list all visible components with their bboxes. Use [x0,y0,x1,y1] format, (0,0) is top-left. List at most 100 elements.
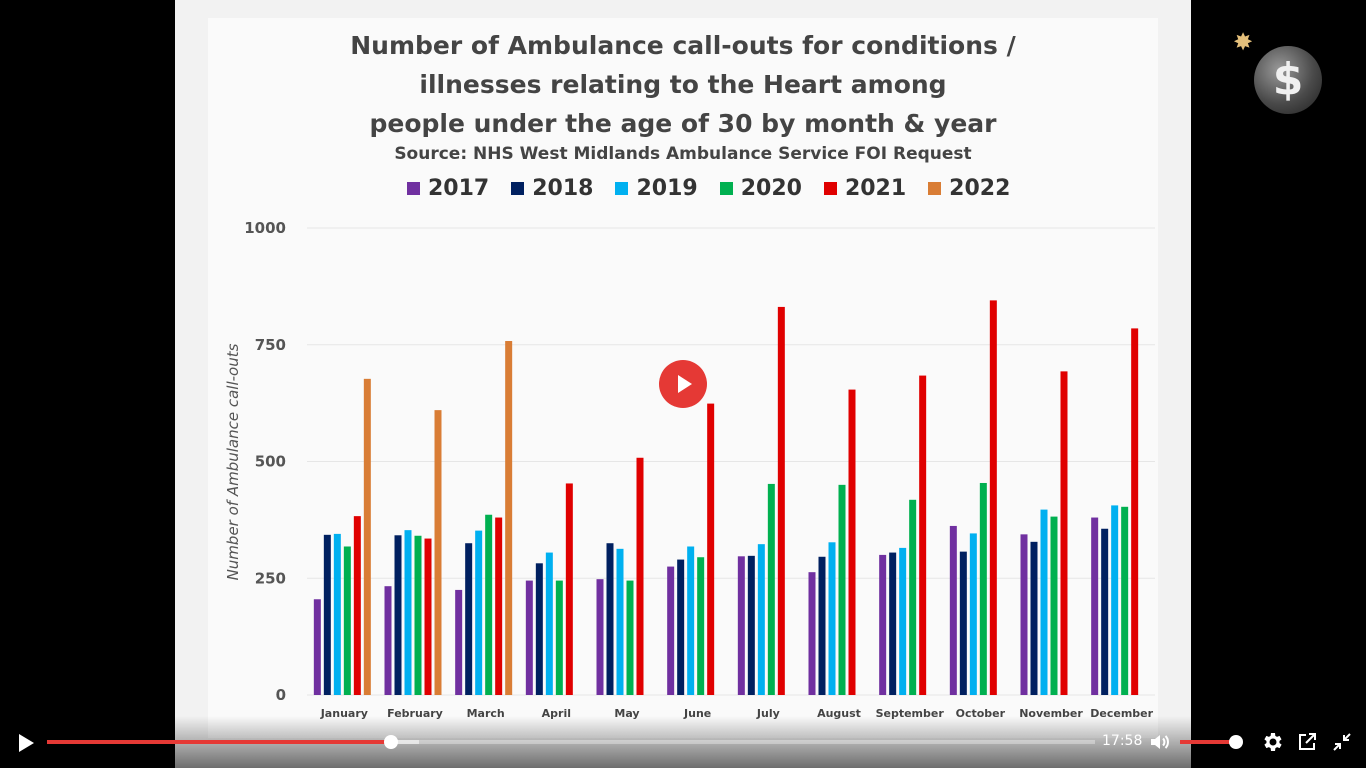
bar-2021-june [707,403,715,695]
bar-2021-december [1131,328,1139,695]
bar-2019-december [1111,505,1119,695]
legend-item-2018: 2018 [511,176,593,201]
legend-label: 2017 [428,176,490,201]
bar-2020-february [414,535,422,695]
bar-2018-november [1030,541,1038,695]
bar-2020-october [979,482,987,695]
bar-2018-october [959,551,967,695]
chart-subtitle: Source: NHS West Midlands Ambulance Serv… [394,144,972,164]
legend-item-2017: 2017 [407,176,489,201]
bar-2021-october [989,300,997,695]
bar-2017-april [525,580,533,695]
bar-2021-november [1060,371,1068,695]
bar-2019-september [899,547,907,695]
bar-2019-march [475,530,483,695]
bar-2017-october [949,525,957,695]
bar-2019-february [404,530,412,695]
legend-label: 2018 [532,176,594,201]
bar-2021-march [495,517,503,695]
volume-slider[interactable] [1180,735,1243,749]
bar-2020-november [1050,516,1058,695]
legend-swatch [823,182,837,195]
play-button[interactable] [16,732,36,754]
bar-2021-january [353,516,361,695]
bar-2019-january [333,533,341,695]
chart-legend: 2017 2018 2019 2020 2021 2022 [407,176,1010,201]
bar-chart: 0 250 500 750 1000 Number of Ambulance call-o… [224,219,1155,720]
bar-2020-july [767,483,775,695]
bar-2021-september [919,375,927,695]
bar-2018-january [323,534,331,695]
y-tick-label: 750 [255,336,286,354]
bar-2022-january [363,378,371,695]
bar-2019-april [545,552,553,695]
bar-2018-march [465,543,473,695]
bar-2017-november [1020,534,1028,695]
bar-2020-march [485,514,493,695]
legend-item-2019: 2019 [615,176,698,201]
bar-2020-august [838,484,846,695]
legend-swatch [928,182,942,195]
bar-2017-february [384,586,392,695]
spark-icon: ✸ [1233,28,1254,56]
progress-bar[interactable] [47,735,1095,749]
bar-2020-april [555,580,563,695]
exit-fullscreen-icon [1333,733,1351,751]
bar-2018-december [1101,528,1109,695]
bar-2020-december [1121,506,1129,695]
volume-icon [1151,735,1169,749]
bar-2017-august [808,572,816,695]
bar-2018-july [747,555,755,695]
bar-2017-september [879,554,887,695]
bar-2021-april [565,483,573,695]
legend-item-2020: 2020 [719,176,802,201]
bar-2020-june [697,557,705,695]
legend-label: 2022 [949,176,1011,201]
bar-2019-june [687,546,695,695]
legend-swatch [719,182,733,195]
exit-fullscreen-button[interactable] [1330,730,1354,754]
bar-2019-august [828,542,836,695]
bar-2020-september [909,499,917,695]
bar-2018-june [677,559,685,695]
bar-2017-march [455,589,463,695]
legend-swatch [615,182,629,195]
bar-2018-april [535,563,543,695]
bar-2017-may [596,579,604,695]
bar-2022-march [505,341,513,695]
bar-2021-february [424,538,432,695]
popout-button[interactable] [1295,730,1319,754]
legend-item-2022: 2022 [928,176,1010,201]
legend-item-2021: 2021 [823,176,907,201]
legend-label: 2021 [844,176,907,201]
y-tick-label: 1000 [244,219,286,237]
legend-swatch [511,182,525,195]
bar-2018-may [606,543,614,695]
volume-handle[interactable] [1228,735,1243,749]
settings-button[interactable] [1260,730,1284,754]
bar-2018-september [889,552,897,695]
legend-swatch [407,182,420,195]
y-tick-label: 0 [276,686,286,704]
bar-2017-january [313,599,321,695]
bar-2018-february [394,535,402,695]
progress-handle[interactable] [383,735,398,749]
volume-button[interactable] [1148,730,1172,754]
legend-label: 2020 [740,176,802,201]
chart-title: Number of Ambulance call-outs for condit… [175,26,1191,143]
bar-2021-august [848,389,856,695]
volume-level [1180,740,1236,744]
popout-icon [1299,733,1316,750]
bar-2019-october [969,533,977,695]
bar-2017-june [667,566,675,695]
legend-label: 2019 [636,176,698,201]
bar-2021-may [636,457,644,695]
bar-2017-december [1091,517,1099,695]
center-play-button[interactable] [659,360,707,408]
chart-title-line-2: illnesses relating to the Heart among [419,70,947,99]
bar-2017-july [737,556,745,695]
bar-2021-july [777,306,785,695]
y-tick-label: 500 [255,453,286,471]
bar-2019-may [616,548,624,695]
